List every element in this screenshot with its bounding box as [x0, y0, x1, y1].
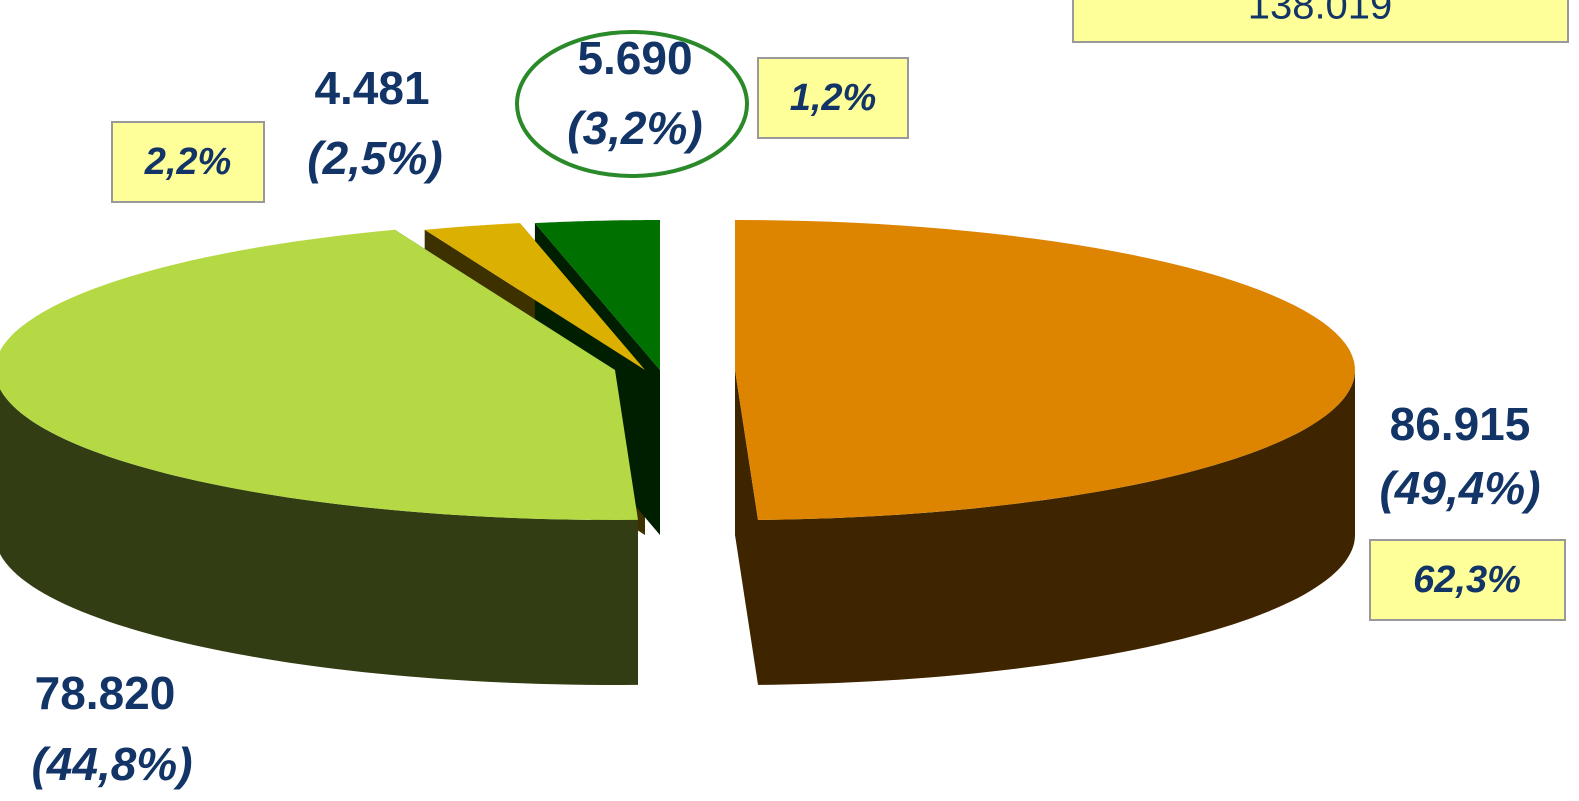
note: 138.019: [1248, 0, 1393, 28]
value-label: 5.690: [577, 32, 692, 84]
slice: [0, 229, 638, 520]
slice-side: [0, 388, 638, 685]
annotation: 1,2%: [790, 77, 877, 119]
slice: [735, 220, 1355, 520]
annotation-box: [1369, 539, 1566, 621]
annotation-box: [757, 57, 909, 139]
annotation: 2,2%: [144, 141, 232, 183]
value-label: 78.820: [35, 667, 176, 719]
percent-label: (44,8%): [31, 738, 192, 790]
percent-label: (49,4%): [1379, 462, 1540, 514]
slice: [424, 223, 645, 370]
percent-label: (3,2%): [567, 102, 702, 154]
value-label: 4.481: [314, 62, 429, 114]
percent-label: (2,5%): [307, 132, 442, 184]
note-box: [1072, 0, 1569, 43]
slice-side: [758, 370, 1355, 685]
annotation-box: [111, 121, 265, 203]
slice-cut-face: [735, 370, 758, 685]
value-label: 86.915: [1390, 398, 1531, 450]
pie: [0, 220, 1355, 685]
annotation: 62,3%: [1413, 559, 1521, 601]
slice: [534, 220, 660, 370]
highlight-ring: [515, 30, 749, 178]
